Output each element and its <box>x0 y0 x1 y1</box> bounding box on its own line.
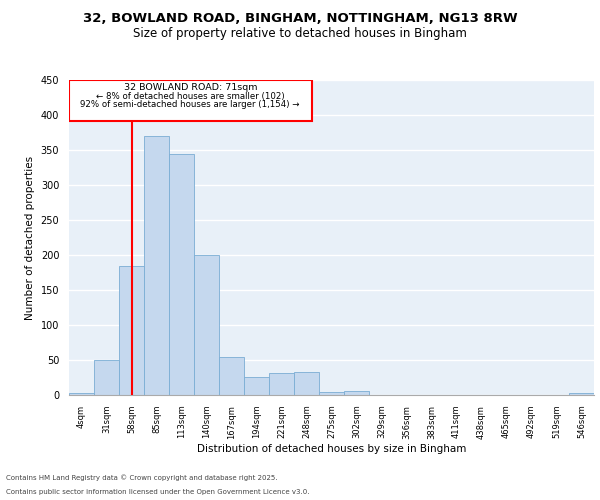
Bar <box>269 372 294 395</box>
Bar <box>144 136 169 395</box>
Bar <box>169 154 194 395</box>
Text: Contains public sector information licensed under the Open Government Licence v3: Contains public sector information licen… <box>6 489 310 495</box>
Bar <box>69 80 311 120</box>
X-axis label: Distribution of detached houses by size in Bingham: Distribution of detached houses by size … <box>197 444 466 454</box>
Y-axis label: Number of detached properties: Number of detached properties <box>25 156 35 320</box>
Bar <box>294 372 319 395</box>
Text: 32, BOWLAND ROAD, BINGHAM, NOTTINGHAM, NG13 8RW: 32, BOWLAND ROAD, BINGHAM, NOTTINGHAM, N… <box>83 12 517 26</box>
Text: Size of property relative to detached houses in Bingham: Size of property relative to detached ho… <box>133 28 467 40</box>
Bar <box>119 266 144 395</box>
Text: Contains HM Land Registry data © Crown copyright and database right 2025.: Contains HM Land Registry data © Crown c… <box>6 474 277 481</box>
Bar <box>569 393 594 395</box>
Bar <box>194 255 219 395</box>
Text: 32 BOWLAND ROAD: 71sqm: 32 BOWLAND ROAD: 71sqm <box>124 84 257 92</box>
Bar <box>219 357 244 395</box>
Bar <box>244 377 269 395</box>
Bar <box>344 391 369 395</box>
Text: ← 8% of detached houses are smaller (102): ← 8% of detached houses are smaller (102… <box>96 92 284 101</box>
Bar <box>319 392 344 395</box>
Text: 92% of semi-detached houses are larger (1,154) →: 92% of semi-detached houses are larger (… <box>80 100 300 110</box>
Bar <box>69 393 94 395</box>
Bar <box>94 360 119 395</box>
